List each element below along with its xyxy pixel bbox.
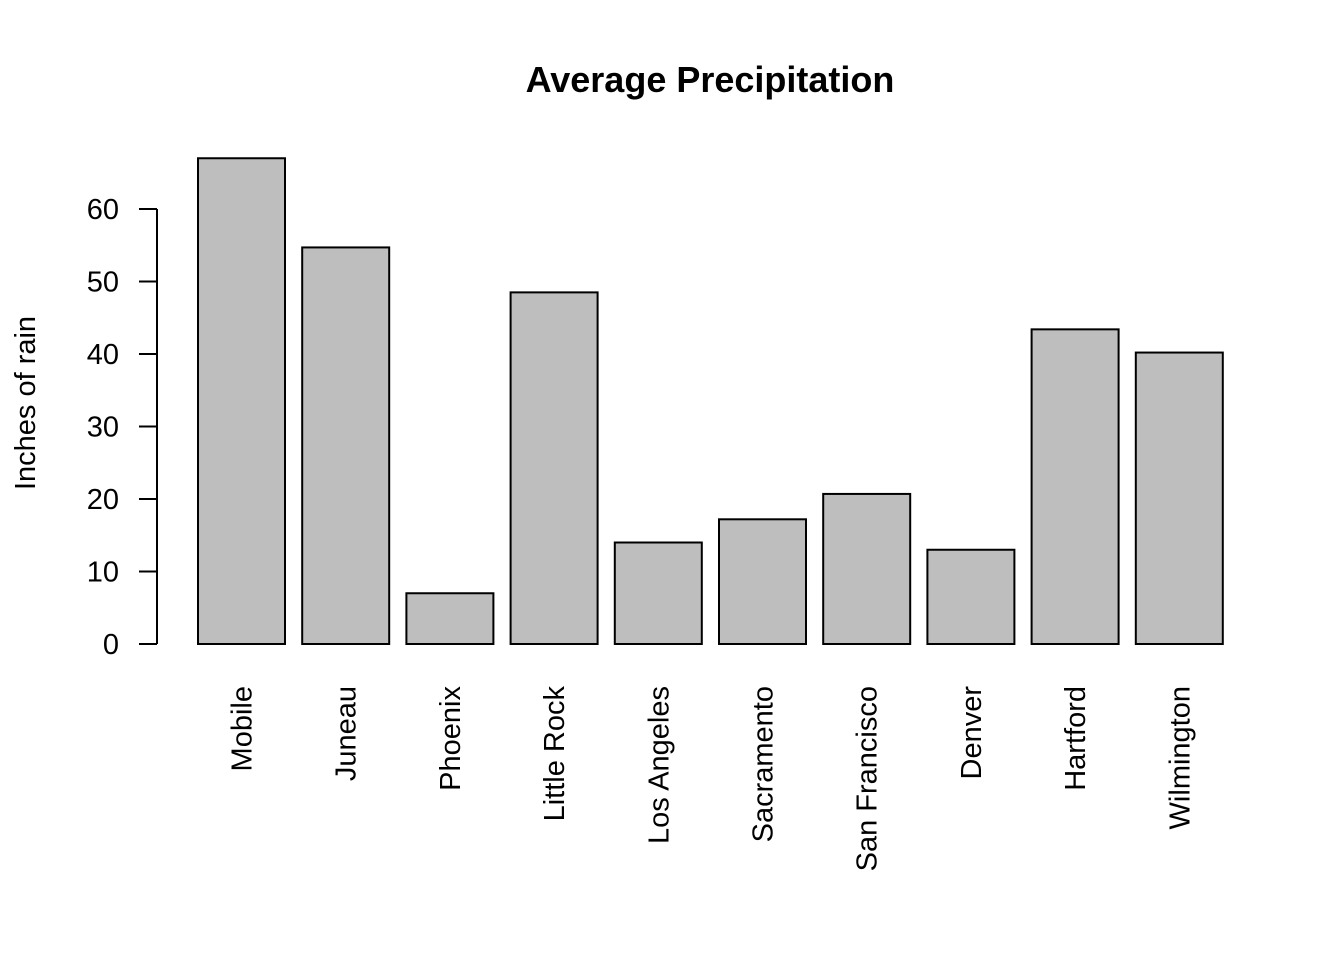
x-category-label: Hartford — [1060, 686, 1092, 791]
y-axis: 0 10 20 30 40 50 60 — [87, 194, 158, 661]
x-category-label: Phoenix — [435, 686, 467, 791]
y-axis-label: Inches of rain — [10, 316, 42, 490]
bar-little-rock — [509, 291, 599, 645]
y-tick-label: 0 — [103, 629, 119, 661]
bar-phoenix — [405, 592, 495, 645]
x-category-label: Juneau — [331, 686, 363, 781]
x-category-label: Los Angeles — [643, 686, 675, 844]
bar-sacramento — [718, 518, 807, 645]
bar-hartford — [1030, 328, 1120, 645]
bar-denver — [926, 548, 1016, 645]
bar-san-francisco — [822, 492, 912, 645]
bars-group — [197, 157, 1224, 646]
y-tick-label: 30 — [87, 412, 119, 444]
x-category-label: Little Rock — [539, 686, 571, 822]
x-category-label: Wilmington — [1164, 686, 1196, 829]
x-category-label: San Francisco — [852, 686, 884, 871]
bar-juneau — [301, 246, 391, 646]
y-tick-label: 50 — [87, 267, 119, 299]
y-tick-label: 60 — [87, 194, 119, 226]
y-tick-label: 10 — [87, 557, 119, 589]
category-labels-group: Mobile Juneau Phoenix Little Rock Los Angele… — [227, 686, 1197, 872]
chart-title: Average Precipitation — [526, 59, 895, 100]
x-category-label: Sacramento — [748, 686, 780, 842]
bar-wilmington — [1134, 351, 1224, 645]
bar-mobile — [197, 157, 286, 645]
y-tick-label: 40 — [87, 339, 119, 371]
x-category-label: Mobile — [227, 686, 259, 771]
y-tick-label: 20 — [87, 484, 119, 516]
x-category-label: Denver — [956, 686, 988, 780]
bar-los-angeles — [613, 541, 703, 645]
